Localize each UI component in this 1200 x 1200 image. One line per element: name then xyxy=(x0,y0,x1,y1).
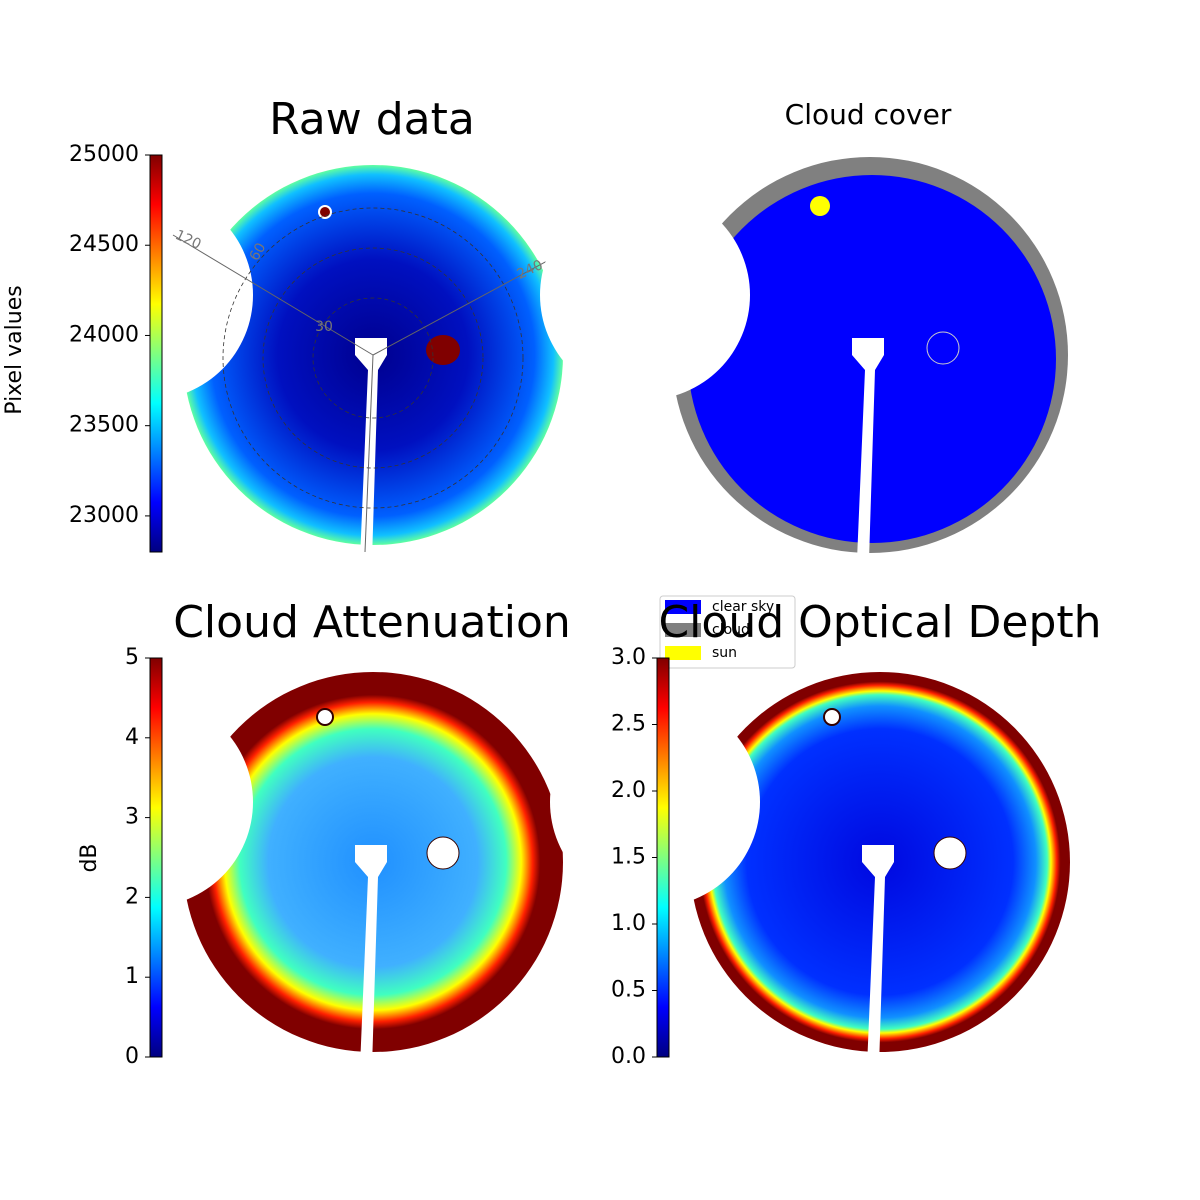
colorbar-tick-label: 24500 xyxy=(69,232,139,257)
panel xyxy=(550,672,1070,1067)
polar-label: 60 xyxy=(247,240,270,263)
colorbar-tick-label: 2 xyxy=(125,884,139,909)
sensor-arm xyxy=(862,845,894,1067)
sun-spot xyxy=(316,708,334,726)
image-mask xyxy=(43,697,253,907)
image-mask xyxy=(540,190,750,400)
image-mask xyxy=(43,190,253,400)
bright-spot xyxy=(933,836,967,870)
colorbar-tick-label: 24000 xyxy=(69,322,139,347)
colorbar-tick-label: 23000 xyxy=(69,503,139,528)
bright-spot xyxy=(926,331,960,365)
legend-swatch xyxy=(665,623,701,637)
colorbar xyxy=(149,657,163,1058)
panel-title: Cloud Attenuation xyxy=(173,597,571,648)
colorbar-tick-label: 3 xyxy=(125,805,139,830)
sun-region xyxy=(810,196,830,216)
bright-spot xyxy=(426,335,460,365)
colorbar-tick-label: 2.5 xyxy=(611,712,646,737)
sensor-arm xyxy=(852,338,884,560)
panel-title: Cloud Optical Depth xyxy=(658,597,1101,648)
sun-spot xyxy=(318,205,332,219)
polar-grid xyxy=(262,247,484,469)
legend-swatch xyxy=(665,600,701,614)
polar-axis xyxy=(364,354,374,553)
polar-axis xyxy=(372,246,574,356)
colorbar-tick-label: 0.5 xyxy=(611,978,646,1003)
legend-swatch xyxy=(665,646,701,660)
legend-label: sun xyxy=(712,645,737,661)
colorbar-tick-label: 1 xyxy=(125,964,139,989)
polar-axis xyxy=(172,234,374,356)
bright-spot xyxy=(426,836,460,870)
colorbar-tick-label: 5 xyxy=(125,645,139,670)
colorbar-tick-label: 4 xyxy=(125,725,139,750)
colorbar xyxy=(149,154,163,553)
polar-grid xyxy=(222,207,524,509)
sensor-arm xyxy=(355,845,387,1067)
colorbar-tick-label: 25000 xyxy=(69,142,139,167)
sun-spot xyxy=(823,708,841,726)
colorbar-tick-label: 0.0 xyxy=(611,1044,646,1069)
colorbar-tick-label: 0 xyxy=(125,1044,139,1069)
polar-grid xyxy=(312,297,434,419)
colorbar-tick-label: 1.0 xyxy=(611,911,646,936)
colorbar-tick-label: 1.5 xyxy=(611,845,646,870)
colorbar xyxy=(656,657,670,1058)
legend-label: cloud xyxy=(712,622,750,638)
panel xyxy=(43,672,563,1067)
colorbar-tick-label: 23500 xyxy=(69,413,139,438)
colorbar-label: dB xyxy=(77,843,102,872)
polar-label: 30 xyxy=(315,319,333,335)
sensor-arm xyxy=(355,338,387,560)
image-mask xyxy=(550,697,760,907)
panel xyxy=(540,157,1068,560)
panel-title: Cloud cover xyxy=(785,98,952,131)
colorbar-label: Pixel values xyxy=(2,285,27,414)
legend-label: clear sky xyxy=(712,599,774,615)
panel-title: Raw data xyxy=(269,94,475,145)
colorbar-tick-label: 3.0 xyxy=(611,645,646,670)
colorbar-tick-label: 2.0 xyxy=(611,778,646,803)
